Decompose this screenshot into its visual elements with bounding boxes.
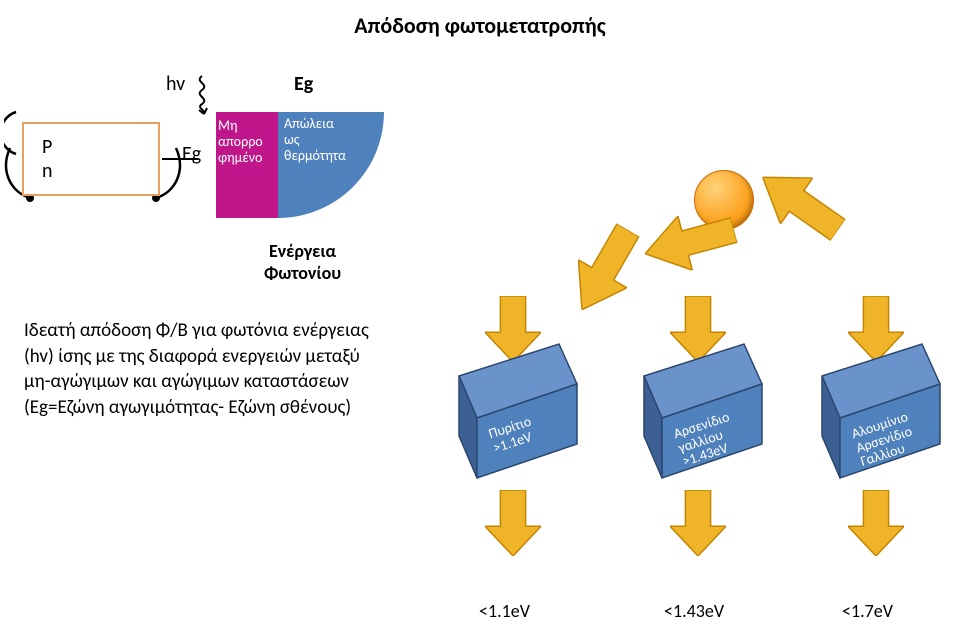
heat-loss-text: Απώλεια ως θερμότητα — [284, 116, 346, 164]
sun-ray-arrow — [558, 216, 652, 324]
pn-box: P n — [22, 122, 160, 196]
sun-ray-arrow — [638, 203, 741, 281]
eg-side-label: Eg — [182, 142, 201, 166]
slab-bottom-label: <1.43eV — [664, 600, 724, 622]
slab-bottom-label: <1.1eV — [479, 600, 530, 622]
slab-bottom-arrow — [485, 490, 541, 556]
unabsorbed-box: Μη απορρο φημένο — [216, 112, 278, 218]
page-title: Απόδοση φωτομετατροπής — [0, 12, 960, 39]
pn-text: P n — [42, 135, 53, 183]
slab-bottom-arrow — [848, 490, 904, 556]
unabsorbed-text: Μη απορρο φημένο — [218, 117, 263, 166]
eg-top-label: Eg — [294, 72, 313, 96]
sun-ray-arrow — [747, 154, 854, 253]
energy-axis-label: Ενέργεια Φωτονίου — [264, 240, 341, 284]
slab-bottom-arrow — [670, 490, 726, 556]
slab-bottom-label: <1.7eV — [842, 600, 893, 622]
description-text: Ιδεατή απόδοση Φ/Β για φωτόνια ενέργειας… — [24, 318, 384, 421]
hv-label: hv — [166, 72, 185, 96]
